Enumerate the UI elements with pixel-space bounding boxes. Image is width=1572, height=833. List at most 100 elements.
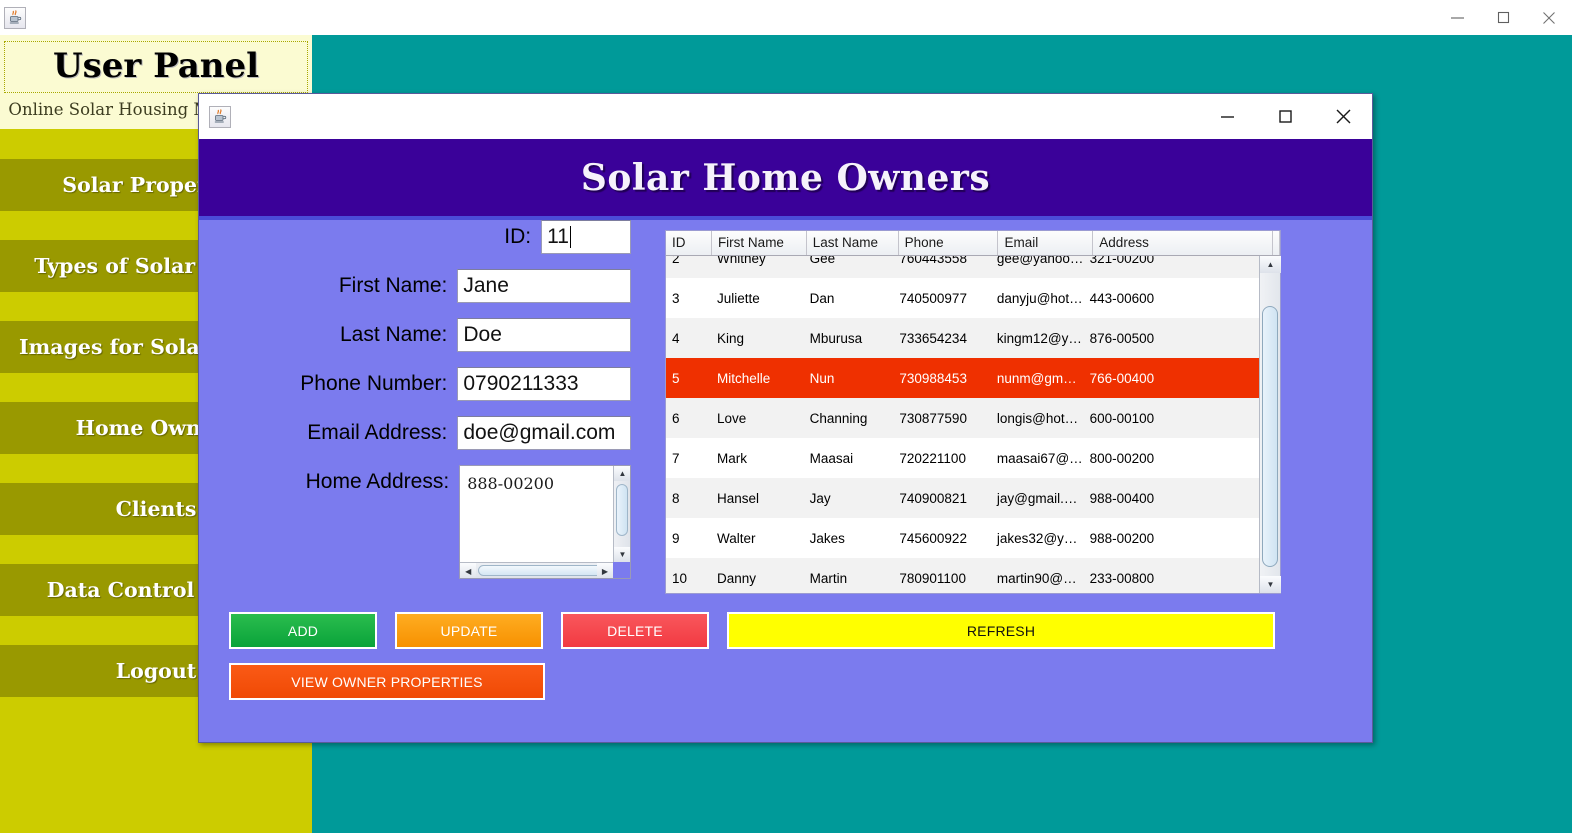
table-row[interactable]: 6 Love Channing 730877590 longis@hotm...… (666, 398, 1259, 438)
cell-phone: 733654234 (899, 330, 967, 346)
home-address-label: Home Address: (305, 470, 450, 493)
table-row[interactable]: 9 Walter Jakes 745600922 jakes32@yah... … (666, 518, 1259, 558)
table-header-row: ID First Name Last Name Phone Email Addr… (666, 231, 1280, 256)
cell-address: 876-00500 (1089, 330, 1155, 346)
java-coffee-cup-icon (4, 6, 26, 29)
table-row[interactable]: 4 King Mburusa 733654234 kingm12@ya... 8… (666, 318, 1259, 358)
cell-id: 10 (672, 570, 688, 586)
dialog-titlebar (199, 94, 1372, 139)
cell-last: Jay (809, 490, 831, 506)
os-window-titlebar (0, 0, 1572, 35)
dialog-header-title: Solar Home Owners (580, 156, 991, 199)
last-name-input[interactable]: Doe (457, 318, 631, 352)
page-title: User Panel (4, 41, 308, 93)
table-row[interactable]: 2 Whitney Gee 760443558 gee@yahoo.c... 3… (666, 256, 1259, 278)
home-address-textarea[interactable]: 888-00200 ▲ ▼ ◀ ▶ (459, 465, 631, 579)
cell-email: kingm12@ya... (996, 330, 1084, 346)
last-name-label: Last Name: (339, 323, 448, 346)
home-address-vertical-scrollbar[interactable]: ▲ ▼ (613, 466, 631, 562)
cell-phone: 780901100 (899, 570, 966, 586)
cell-last: Jakes (809, 530, 845, 546)
os-minimize-button[interactable] (1434, 0, 1480, 35)
first-name-input-value: Jane (463, 274, 509, 297)
os-maximize-button[interactable] (1480, 0, 1526, 35)
cell-phone: 730988453 (899, 370, 967, 386)
home-address-textarea-value: 888-00200 (467, 474, 555, 493)
column-header-id[interactable]: ID (666, 231, 712, 255)
table-vertical-scrollbar[interactable]: ▲ ▼ (1259, 256, 1281, 593)
table-row-selected[interactable]: 5 Mitchelle Nun 730988453 nunm@gmail... … (666, 358, 1259, 398)
table-row[interactable]: 10 Danny Martin 780901100 martin90@ho...… (666, 558, 1259, 593)
scroll-left-arrow-icon[interactable]: ◀ (460, 563, 477, 578)
home-address-horizontal-scrollbar[interactable]: ◀ ▶ (460, 562, 613, 578)
id-label: ID: (504, 225, 532, 248)
cell-address: 988-00400 (1089, 490, 1155, 506)
form-row-home-address: Home Address: 888-00200 ▲ ▼ ◀ ▶ (199, 465, 631, 579)
cell-last: Maasai (809, 450, 854, 466)
cell-last: Nun (809, 370, 835, 386)
view-owner-properties-button[interactable]: VIEW OWNER PROPERTIES (229, 663, 545, 700)
form-row-phone-number: Phone Number: 0790211333 (199, 367, 631, 401)
email-address-label: Email Address: (307, 421, 448, 444)
column-header-filler (1273, 231, 1280, 255)
first-name-input[interactable]: Jane (457, 269, 631, 303)
scroll-down-arrow-icon[interactable]: ▼ (1260, 576, 1281, 593)
email-address-input-value: doe@gmail.com (463, 421, 616, 444)
cell-id: 6 (672, 410, 680, 426)
cell-id: 4 (672, 330, 680, 346)
cell-email: jay@gmail.com (996, 490, 1084, 506)
cell-address: 600-00100 (1089, 410, 1155, 426)
email-address-input[interactable]: doe@gmail.com (457, 416, 631, 450)
cell-phone: 730877590 (899, 410, 967, 426)
cell-id: 7 (672, 450, 680, 466)
add-button[interactable]: ADD (229, 612, 377, 649)
table-row[interactable]: 7 Mark Maasai 720221100 maasai67@g... 80… (666, 438, 1259, 478)
cell-id: 3 (672, 290, 680, 306)
dialog-minimize-button[interactable] (1198, 94, 1256, 139)
os-close-button[interactable] (1526, 0, 1572, 35)
owner-form: ID: 11 First Name: Jane Last Name: Doe (199, 220, 631, 594)
scroll-right-arrow-icon[interactable]: ▶ (597, 563, 613, 578)
cell-first: King (716, 330, 744, 346)
id-input-value: 11 (547, 225, 569, 248)
delete-button[interactable]: DELETE (561, 612, 709, 649)
table-row[interactable]: 8 Hansel Jay 740900821 jay@gmail.com 988… (666, 478, 1259, 518)
table-scrollbar-thumb[interactable] (1262, 306, 1278, 567)
vertical-scrollbar-thumb[interactable] (616, 484, 628, 536)
cell-address: 766-00400 (1089, 370, 1155, 386)
cell-first: Juliette (716, 290, 760, 306)
cell-email: danyju@hotm... (996, 290, 1084, 306)
update-button[interactable]: UPDATE (395, 612, 543, 649)
cell-first: Mitchelle (716, 370, 771, 386)
cell-last: Gee (809, 256, 836, 266)
column-header-phone[interactable]: Phone (899, 231, 999, 255)
scroll-up-arrow-icon[interactable]: ▲ (614, 466, 631, 481)
dialog-maximize-button[interactable] (1256, 94, 1314, 139)
cell-last: Martin (809, 570, 848, 586)
cell-first: Whitney (716, 256, 766, 266)
cell-phone: 740500977 (899, 290, 967, 306)
cell-last: Channing (809, 410, 868, 426)
refresh-button[interactable]: REFRESH (727, 612, 1275, 649)
table-row[interactable]: 3 Juliette Dan 740500977 danyju@hotm... … (666, 278, 1259, 318)
cell-phone: 740900821 (899, 490, 967, 506)
cell-first: Hansel (716, 490, 759, 506)
action-button-row: ADD UPDATE DELETE REFRESH (229, 612, 1275, 649)
cell-last: Dan (809, 290, 835, 306)
solar-home-owners-dialog: Solar Home Owners ID: 11 First Name: Jan… (198, 93, 1373, 743)
scroll-down-arrow-icon[interactable]: ▼ (614, 547, 631, 562)
dialog-close-button[interactable] (1314, 94, 1372, 139)
id-input[interactable]: 11 (541, 220, 631, 254)
column-header-email[interactable]: Email (998, 231, 1094, 255)
column-header-address[interactable]: Address (1093, 231, 1273, 255)
cell-phone: 760443558 (899, 256, 967, 266)
scroll-up-arrow-icon[interactable]: ▲ (1260, 256, 1281, 273)
dialog-accent-bar (199, 216, 1372, 220)
phone-number-input[interactable]: 0790211333 (457, 367, 631, 401)
column-header-first-name[interactable]: First Name (712, 231, 807, 255)
cell-first: Love (716, 410, 747, 426)
cell-email: longis@hotm... (996, 410, 1084, 426)
horizontal-scrollbar-thumb[interactable] (478, 565, 604, 576)
column-header-last-name[interactable]: Last Name (807, 231, 899, 255)
cell-first: Mark (716, 450, 747, 466)
